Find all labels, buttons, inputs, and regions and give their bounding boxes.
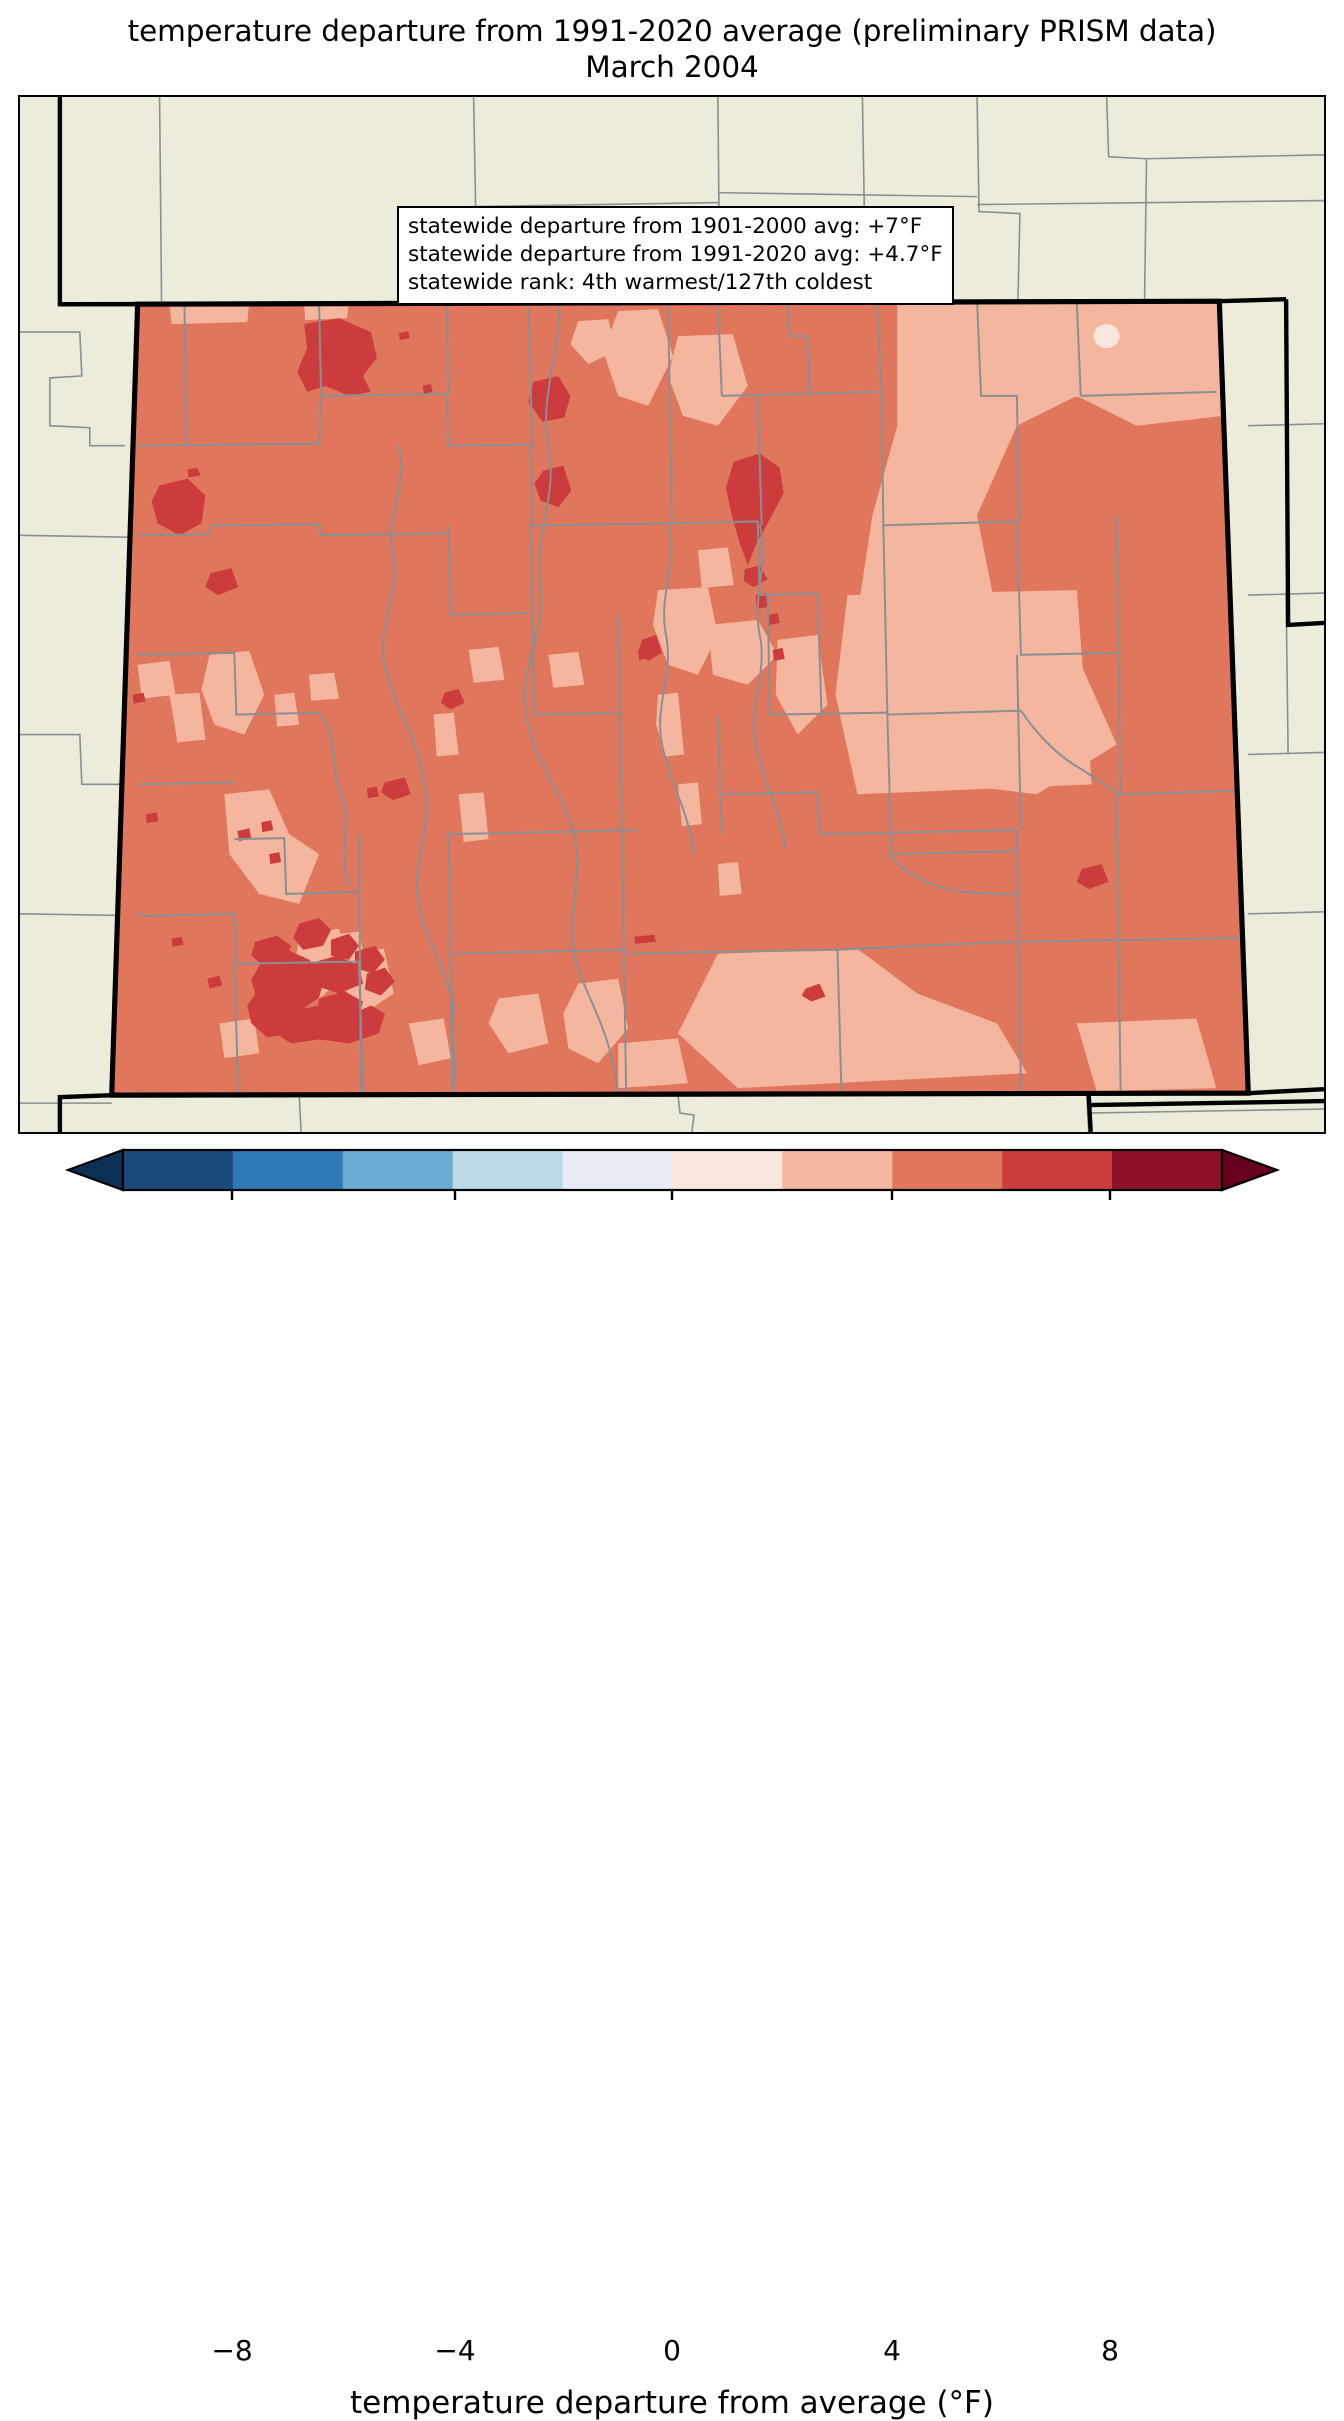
- map-panel: statewide departure from 1901-2000 avg: …: [18, 95, 1326, 1134]
- neighbor-county-lines: [20, 97, 1324, 1132]
- statewide-stats-box: statewide departure from 1901-2000 avg: …: [397, 206, 954, 305]
- colorbar-band: [123, 1150, 234, 1190]
- colorbar-band: [1002, 1150, 1113, 1190]
- colorbar-band: [892, 1150, 1003, 1190]
- stats-line-1: statewide departure from 1901-2000 avg: …: [408, 214, 923, 239]
- colorbar-tick-label: 0: [663, 2334, 681, 2367]
- colorbar-band: [342, 1150, 454, 1190]
- page-title: temperature departure from 1991-2020 ave…: [0, 14, 1344, 86]
- colorbar: −8 −4 0 4 8 temperature departure from avera…: [0, 1142, 1344, 2421]
- stats-line-2: statewide departure from 1991-2020 avg: …: [408, 241, 943, 267]
- colorbar-band: [672, 1150, 783, 1190]
- stats-line-3: statewide rank: 4th warmest/127th coldes…: [408, 269, 873, 295]
- colorbar-tick-label: −4: [434, 2334, 476, 2367]
- title-line-1: temperature departure from 1991-2020 ave…: [127, 14, 1217, 48]
- colorbar-band: [232, 1150, 344, 1190]
- colorbar-tick-labels: −8 −4 0 4 8: [0, 2334, 1344, 2374]
- colorbar-tick-label: 4: [883, 2334, 901, 2367]
- colorado-county-lines: [137, 301, 1249, 1094]
- title-line-2: March 2004: [585, 49, 759, 84]
- colorbar-axis-label: temperature departure from average (°F): [350, 2385, 994, 2421]
- colorbar-tick-label: −8: [211, 2334, 253, 2367]
- colorbar-extend-low: [64, 1148, 125, 1192]
- colorbar-band: [1112, 1150, 1223, 1190]
- colorbar-band: [452, 1150, 564, 1190]
- colorbar-band: [782, 1150, 893, 1190]
- departure-contour-fills: [111, 301, 1249, 1096]
- colorbar-swatches: [64, 1148, 1281, 1200]
- colorbar-band: [562, 1150, 674, 1190]
- colorbar-extend-high: [1220, 1148, 1281, 1192]
- colorbar-tick-label: 8: [1101, 2334, 1119, 2367]
